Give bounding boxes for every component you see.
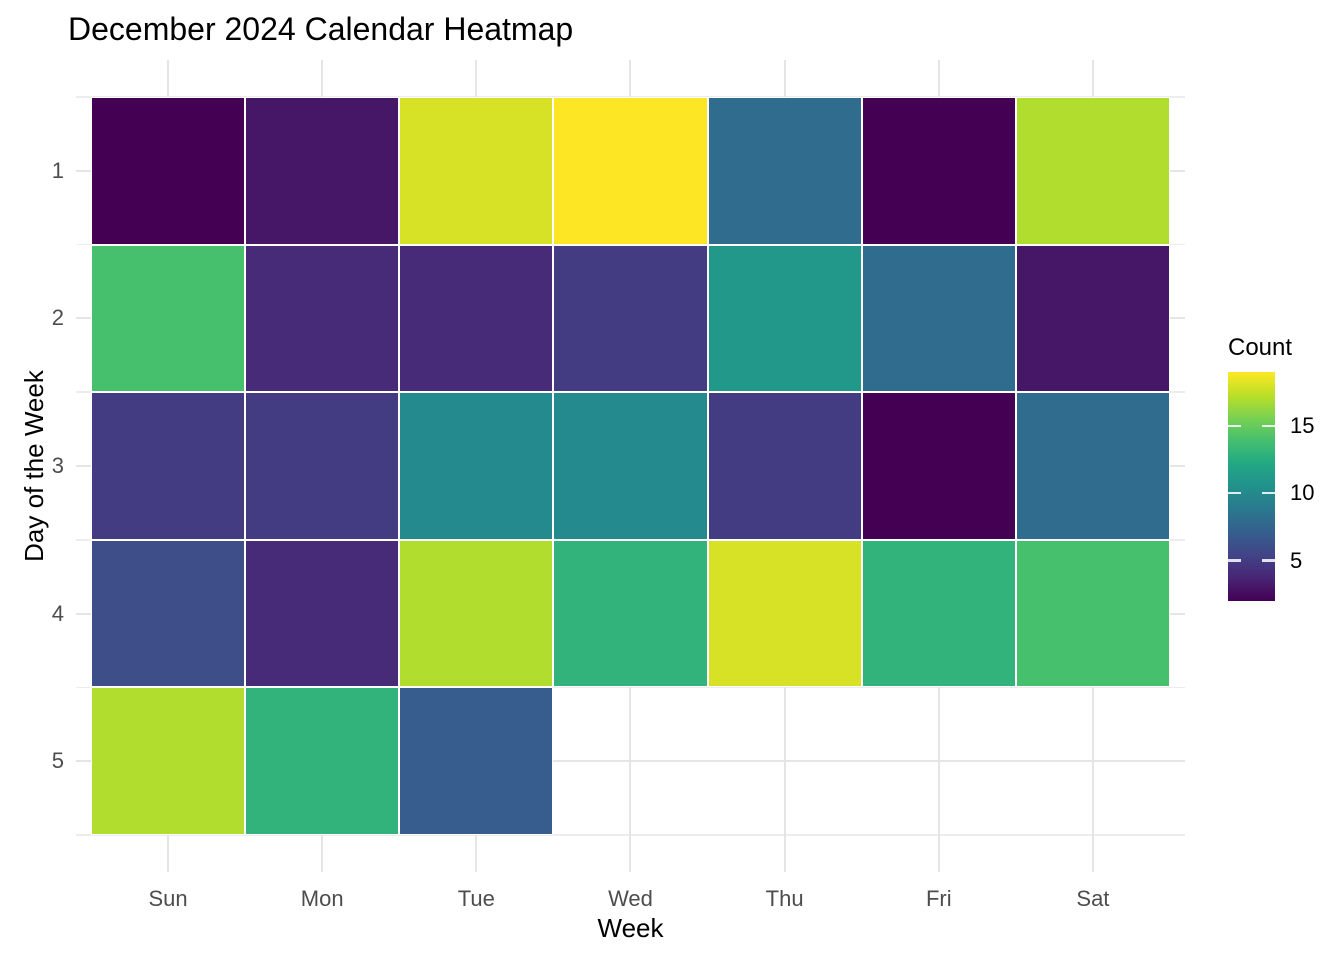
- heatmap-cell: [861, 392, 1016, 540]
- x-axis-tick-label: Tue: [457, 886, 495, 911]
- heatmap-cell: [245, 244, 400, 393]
- legend-tick-label: 15: [1290, 412, 1315, 438]
- heatmap-cell: [707, 97, 862, 245]
- x-axis-tick-label: Mon: [300, 886, 344, 911]
- y-axis-title-text: Day of the Week: [19, 370, 49, 562]
- heatmap-cell: [245, 687, 400, 835]
- y-axis-tick-label: 4: [51, 600, 64, 626]
- plot-panel: [76, 60, 1185, 872]
- heatmap-cell: [707, 244, 862, 393]
- heatmap-cell: [399, 687, 554, 835]
- heatmap-cell: [399, 244, 554, 393]
- x-axis-tick-label: Sun: [148, 886, 188, 911]
- legend-tick-mark: [1262, 491, 1275, 495]
- chart-title: December 2024 Calendar Heatmap: [68, 11, 574, 47]
- heatmap-cell: [553, 392, 708, 540]
- x-axis-tick-label: Fri: [925, 886, 952, 911]
- legend-tick-mark: [1262, 559, 1275, 562]
- legend-tick-label: 10: [1290, 480, 1315, 506]
- legend-title: Count: [1228, 334, 1293, 361]
- x-axis-tick-label: Wed: [608, 886, 653, 911]
- legend-tick-label: 5: [1290, 547, 1303, 573]
- heatmap-cell: [91, 244, 246, 393]
- heatmap-cell: [861, 97, 1016, 245]
- heatmap-cell: [1015, 97, 1170, 245]
- legend-tick-mark: [1228, 491, 1241, 495]
- y-axis-tick-label: 3: [51, 453, 64, 478]
- y-axis-tick-label: 1: [51, 157, 64, 183]
- heatmap-cell: [91, 392, 246, 540]
- y-axis-tick-label: 5: [51, 748, 64, 774]
- heatmap-cell: [399, 392, 554, 540]
- y-axis-tick-label: 2: [51, 305, 64, 331]
- heatmap-cell: [553, 97, 708, 245]
- heatmap-cell: [707, 392, 862, 540]
- heatmap-cell: [1015, 392, 1170, 540]
- heatmap-cell: [861, 539, 1016, 688]
- x-axis-tick-label: Thu: [765, 886, 804, 911]
- heatmap-cell: [91, 687, 246, 835]
- x-axis-tick-label: Sat: [1076, 886, 1110, 911]
- heatmap-cell: [91, 539, 246, 688]
- heatmap-cell: [1015, 244, 1170, 393]
- heatmap-cell: [553, 539, 708, 688]
- legend-tick-mark: [1262, 424, 1275, 428]
- heatmap-cell: [399, 539, 554, 688]
- x-axis-title: Week: [597, 913, 664, 943]
- legend-tick-mark: [1228, 424, 1241, 428]
- heatmap-cell: [91, 97, 246, 245]
- legend-gradient-bar: [1228, 372, 1275, 601]
- heatmap-cell: [245, 539, 400, 688]
- heatmap-cell: [245, 97, 400, 245]
- heatmap-cell: [1015, 539, 1170, 688]
- heatmap-cell: [399, 97, 554, 245]
- grid-major-line-horizontal: [76, 760, 1185, 763]
- heatmap-cell: [707, 539, 862, 688]
- heatmap-cell: [861, 244, 1016, 393]
- legend-tick-mark: [1228, 559, 1241, 562]
- heatmap-cell: [245, 392, 400, 540]
- heatmap-cell: [553, 244, 708, 393]
